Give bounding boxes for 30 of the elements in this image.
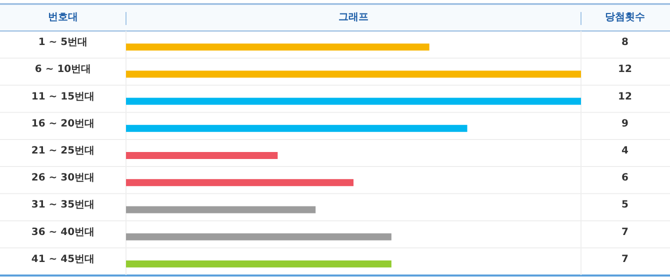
text: 당첨횟수 [605, 12, 645, 23]
data-label: 12 [618, 64, 632, 76]
data-label: 4 [622, 146, 629, 156]
data-label: 8 [622, 37, 629, 48]
data-label: 6 [622, 172, 629, 184]
y-tick-label: 26 ~ 30번대 [31, 172, 95, 184]
data-label: 7 [622, 226, 629, 238]
bar [126, 260, 392, 268]
bar [126, 179, 354, 186]
bar [126, 70, 581, 78]
bar [126, 233, 392, 240]
bar [126, 206, 316, 214]
y-tick-label: 16 ~ 20번대 [31, 118, 95, 130]
y-tick-label: 11 ~ 15번대 [31, 91, 95, 102]
data-label: 9 [622, 118, 629, 130]
bar [126, 152, 278, 159]
y-tick-label: 1 ~ 5번대 [38, 37, 88, 48]
bar [126, 124, 468, 132]
data-label: 7 [622, 254, 629, 265]
y-tick-label: 36 ~ 40번대 [31, 226, 95, 238]
y-tick-label: 6 ~ 10번대 [34, 64, 92, 76]
y-axis-title: 번호대 [48, 12, 78, 23]
bar [126, 98, 581, 105]
y-tick-label: 21 ~ 25번대 [31, 146, 95, 156]
bar [126, 44, 430, 51]
x-axis-title: 그래프 [338, 12, 368, 23]
data-label: 5 [622, 200, 629, 211]
y-tick-label: 41 ~ 45번대 [31, 254, 95, 265]
y-tick-label: 31 ~ 35번대 [31, 200, 95, 211]
data-label: 12 [618, 91, 632, 102]
